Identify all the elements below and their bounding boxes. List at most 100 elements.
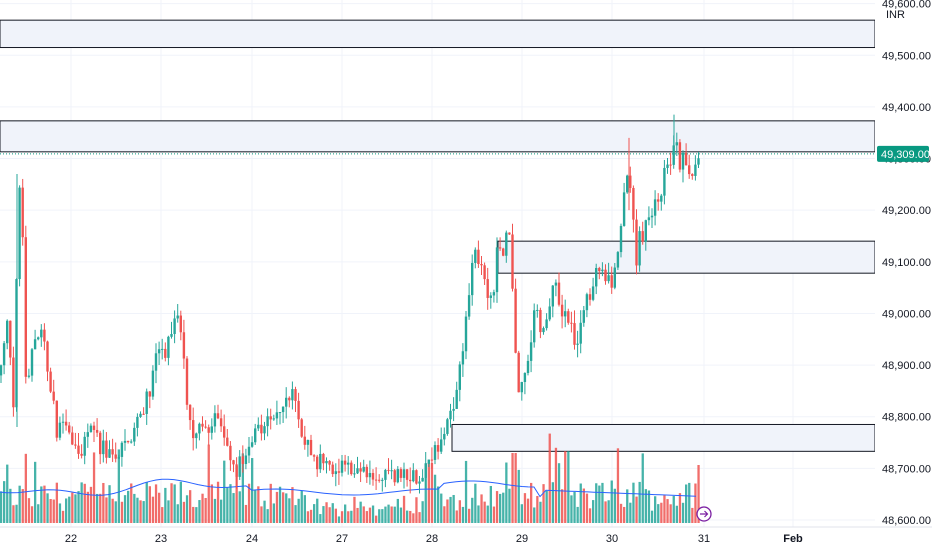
candle-body bbox=[111, 449, 114, 455]
volume-bar bbox=[294, 505, 297, 523]
volume-bar bbox=[573, 491, 576, 523]
volume-bar bbox=[322, 506, 325, 523]
candle-body bbox=[179, 315, 182, 333]
candle-body bbox=[306, 439, 310, 445]
volume-bar bbox=[539, 501, 542, 523]
candle-body bbox=[412, 470, 415, 482]
y-tick-label: 49,200.00 bbox=[882, 205, 931, 217]
candle-body bbox=[638, 231, 641, 266]
candle-body bbox=[102, 440, 105, 455]
volume-bar bbox=[241, 453, 244, 523]
candle-body bbox=[684, 152, 688, 166]
candle-body bbox=[452, 408, 455, 411]
candle-body bbox=[489, 295, 492, 298]
candle-body bbox=[99, 432, 102, 455]
volume-bar bbox=[585, 493, 589, 523]
volume-bar bbox=[647, 490, 651, 523]
candle-body bbox=[495, 247, 499, 293]
zone-box bbox=[451, 423, 876, 452]
volume-bar bbox=[6, 464, 9, 523]
candle-body bbox=[108, 449, 111, 458]
x-tick-label: 30 bbox=[606, 533, 618, 545]
candle-body bbox=[322, 453, 325, 464]
candle-body bbox=[564, 311, 567, 317]
volume-bar bbox=[638, 481, 641, 523]
volume-bar bbox=[461, 506, 465, 523]
volume-bar bbox=[257, 486, 260, 523]
volume-bar bbox=[328, 507, 331, 523]
candle-body bbox=[461, 351, 465, 365]
candle-body bbox=[542, 328, 545, 333]
volume-bar bbox=[269, 483, 272, 523]
volume-bar bbox=[421, 501, 424, 523]
volume-bar bbox=[415, 497, 418, 523]
volume-bar bbox=[170, 483, 173, 523]
volume-bar bbox=[316, 498, 319, 523]
volume-bar bbox=[681, 502, 685, 523]
candle-body bbox=[570, 322, 573, 324]
candle-body bbox=[164, 348, 167, 358]
candle-body bbox=[390, 470, 393, 472]
volume-bar bbox=[272, 503, 275, 523]
volume-bar bbox=[77, 491, 80, 523]
volume-bar bbox=[313, 504, 316, 523]
candle-body bbox=[43, 329, 46, 342]
candle-body bbox=[133, 427, 136, 442]
volume-bar bbox=[424, 463, 427, 523]
candle-body bbox=[250, 442, 254, 447]
y-tick-label: 48,600.00 bbox=[882, 515, 931, 527]
candle-body bbox=[526, 360, 530, 374]
volume-bar bbox=[161, 507, 164, 523]
candle-body bbox=[474, 249, 477, 263]
volume-bar bbox=[127, 490, 130, 523]
candle-body bbox=[359, 468, 362, 472]
volume-bar bbox=[629, 502, 632, 523]
candle-body bbox=[644, 220, 647, 242]
volume-bar bbox=[167, 500, 170, 523]
volume-bar bbox=[492, 506, 496, 523]
volume-bar bbox=[666, 499, 669, 523]
volume-bar bbox=[120, 501, 124, 523]
candle-body bbox=[263, 426, 266, 434]
candle-body bbox=[523, 373, 527, 382]
candle-body bbox=[607, 275, 610, 282]
candle-body bbox=[213, 413, 217, 427]
candle-body bbox=[12, 357, 15, 408]
candle-body bbox=[471, 262, 474, 296]
volume-bar bbox=[130, 483, 133, 523]
candle-body bbox=[260, 424, 263, 434]
volume-bar bbox=[402, 495, 406, 523]
candle-body bbox=[241, 456, 244, 465]
volume-bar bbox=[660, 502, 663, 523]
volume-bar bbox=[325, 502, 328, 523]
volume-bar bbox=[657, 504, 660, 523]
candle-body bbox=[409, 479, 412, 482]
candle-body bbox=[198, 423, 201, 434]
volume-bar bbox=[158, 492, 161, 523]
volume-bar bbox=[204, 497, 207, 523]
volume-bar bbox=[71, 492, 74, 523]
volume-bar bbox=[102, 482, 105, 523]
candle-body bbox=[560, 304, 564, 317]
candle-body bbox=[210, 426, 213, 433]
y-tick-label: 48,700.00 bbox=[882, 463, 931, 475]
candle-body bbox=[381, 479, 384, 481]
volume-bar bbox=[89, 486, 93, 523]
volume-bar bbox=[508, 488, 511, 523]
volume-bar bbox=[356, 507, 359, 523]
volume-bar bbox=[185, 495, 189, 523]
candle-body bbox=[498, 247, 502, 249]
candle-body bbox=[554, 282, 558, 286]
volume-ma-line bbox=[0, 478, 697, 498]
candle-body bbox=[371, 472, 375, 480]
candle-body bbox=[176, 315, 179, 319]
candle-body bbox=[477, 249, 480, 264]
candle-body bbox=[55, 400, 58, 438]
candle-body bbox=[440, 439, 443, 452]
volume-bar bbox=[40, 486, 43, 523]
candle-body bbox=[86, 432, 89, 437]
candle-body bbox=[89, 425, 93, 433]
volume-bar bbox=[427, 463, 430, 523]
